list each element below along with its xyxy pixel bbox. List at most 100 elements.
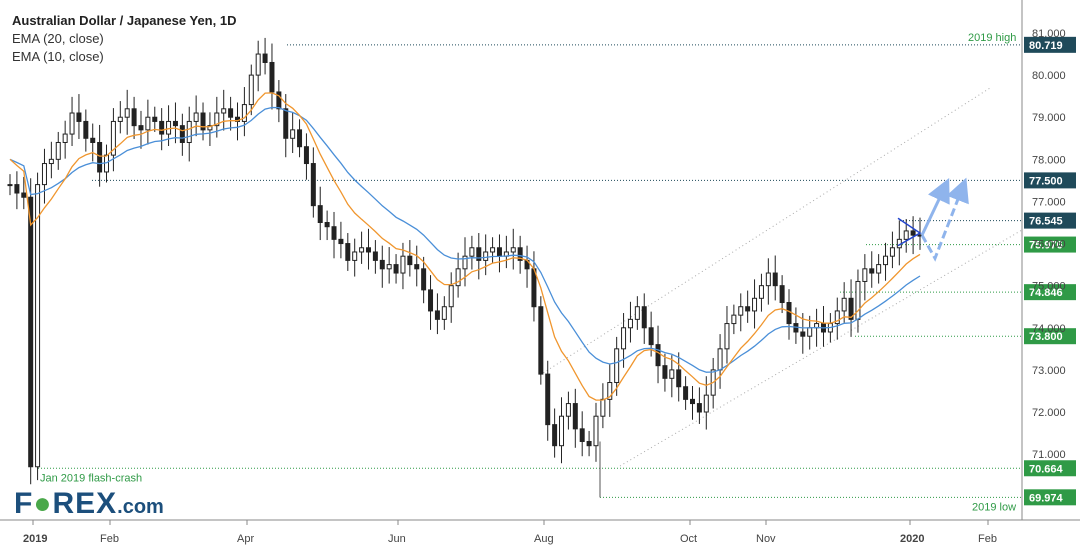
y-tick-label: 79.000 bbox=[1032, 112, 1066, 124]
candle-body bbox=[41, 163, 47, 186]
candle-body bbox=[903, 230, 909, 240]
level-price-label: 73.800 bbox=[1029, 331, 1063, 343]
forex-logo: F●REX.com bbox=[14, 487, 164, 521]
candle-body bbox=[131, 108, 137, 127]
candle-body bbox=[421, 268, 427, 291]
candles bbox=[7, 37, 923, 485]
channel-upper bbox=[539, 87, 991, 376]
candle-body bbox=[145, 116, 151, 131]
candle-body bbox=[248, 74, 254, 106]
y-tick-label: 81.000 bbox=[1032, 28, 1066, 40]
candle-body bbox=[379, 259, 385, 270]
y-tick-label: 78.000 bbox=[1032, 154, 1066, 166]
candle-body bbox=[593, 415, 599, 447]
candle-body bbox=[510, 247, 516, 253]
candle-body bbox=[179, 125, 185, 143]
level-price-box bbox=[1024, 460, 1076, 477]
candle-body bbox=[283, 108, 289, 139]
candle-body bbox=[200, 112, 206, 131]
level-price-box bbox=[1024, 328, 1076, 345]
candle-body bbox=[758, 285, 764, 299]
candle-body bbox=[627, 318, 633, 329]
horizontal-levels: 80.719 77.500 76.545 75.976 74.846 73.800 70.6… bbox=[37, 36, 1076, 506]
candle-body bbox=[538, 306, 544, 375]
candle-body bbox=[386, 264, 392, 270]
level-price-label: 70.664 bbox=[1029, 463, 1064, 475]
candle-body bbox=[662, 365, 668, 379]
candle-body bbox=[869, 268, 875, 274]
candle-body bbox=[434, 310, 440, 320]
candle-body bbox=[876, 264, 882, 274]
candle-body bbox=[676, 369, 682, 388]
candle-body bbox=[476, 247, 482, 261]
candle-body bbox=[110, 120, 116, 156]
level-annotation: Jan 2019 flash-crash bbox=[40, 472, 142, 484]
y-tick-label: 77.000 bbox=[1032, 196, 1066, 208]
level-price-box bbox=[1024, 489, 1076, 506]
candle-body bbox=[186, 120, 192, 143]
level-price-box bbox=[1024, 284, 1076, 301]
candle-body bbox=[35, 184, 41, 468]
candle-body bbox=[152, 116, 158, 122]
candle-body bbox=[496, 247, 502, 257]
candle-body bbox=[214, 112, 220, 127]
candle-body bbox=[159, 120, 165, 135]
candle-body bbox=[745, 306, 751, 312]
candle-body bbox=[255, 53, 261, 76]
candle-body bbox=[855, 280, 861, 320]
candle-body bbox=[62, 133, 68, 143]
candle-body bbox=[483, 251, 489, 261]
y-axis-labels: 81.000 80.000 79.000 78.000 77.000 76.000 75.0… bbox=[1032, 28, 1066, 461]
level-price-label: 80.719 bbox=[1029, 40, 1063, 52]
candle-body bbox=[117, 116, 123, 122]
level-annotation: 2019 low bbox=[972, 501, 1016, 513]
triangle-pattern bbox=[897, 217, 922, 247]
legend-title: Australian Dollar / Japanese Yen, 1D bbox=[12, 13, 237, 28]
level-price-box bbox=[1024, 212, 1076, 229]
candle-body bbox=[738, 306, 744, 316]
level-price-box bbox=[1024, 36, 1076, 53]
y-tick-label: 74.000 bbox=[1032, 323, 1066, 335]
candle-body bbox=[807, 327, 813, 337]
chart-legend: Australian Dollar / Japanese Yen, 1D EMA… bbox=[12, 12, 236, 66]
candle-body bbox=[303, 146, 309, 165]
candle-body bbox=[372, 251, 378, 261]
level-annotations: 2019 high Jan 2019 flash-crash 2019 low bbox=[40, 32, 1016, 513]
level-price-label: 77.500 bbox=[1029, 175, 1063, 187]
candle-body bbox=[883, 255, 889, 266]
candle-body bbox=[310, 163, 316, 207]
candle-body bbox=[752, 297, 758, 312]
candle-body bbox=[586, 440, 592, 447]
candle-body bbox=[414, 264, 420, 270]
candle-body bbox=[565, 403, 571, 417]
candle-body bbox=[14, 184, 20, 194]
x-tick-label: Feb bbox=[100, 533, 119, 545]
trend-channel bbox=[539, 87, 1023, 467]
candle-body bbox=[779, 285, 785, 304]
candle-body bbox=[786, 302, 792, 325]
candle-body bbox=[772, 272, 778, 287]
candle-body bbox=[455, 268, 461, 287]
x-tick-label: Oct bbox=[680, 533, 697, 545]
candle-body bbox=[469, 247, 475, 257]
ema-lines bbox=[9, 92, 921, 401]
x-tick-label: Feb bbox=[978, 533, 997, 545]
level-price-box bbox=[1024, 172, 1076, 189]
projection-arrows bbox=[897, 177, 969, 262]
y-tick-label: 76.000 bbox=[1032, 239, 1066, 251]
candle-body bbox=[462, 255, 468, 270]
axes bbox=[0, 0, 1080, 521]
candle-body bbox=[669, 369, 675, 379]
candle-body bbox=[124, 108, 130, 118]
candle-body bbox=[634, 306, 640, 320]
candle-body bbox=[90, 137, 96, 143]
candle-body bbox=[579, 428, 585, 442]
level-price-label: 74.846 bbox=[1029, 287, 1063, 299]
legend-ema20: EMA (20, close) bbox=[12, 31, 104, 46]
x-tick-label: Jun bbox=[388, 533, 406, 545]
candle-body bbox=[317, 205, 323, 223]
candle-body bbox=[621, 327, 627, 350]
candle-body bbox=[517, 247, 523, 261]
y-tick-label: 71.000 bbox=[1032, 449, 1066, 461]
